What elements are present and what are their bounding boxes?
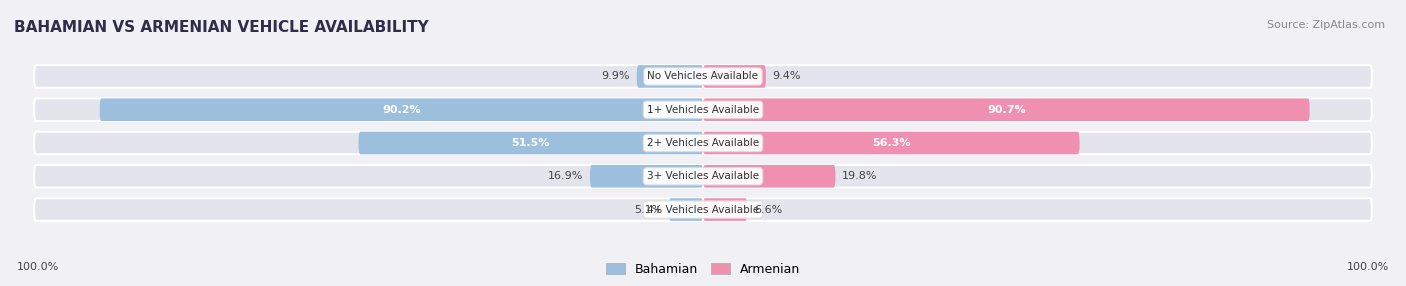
FancyBboxPatch shape	[669, 198, 703, 221]
Legend: Bahamian, Armenian: Bahamian, Armenian	[603, 259, 803, 279]
FancyBboxPatch shape	[359, 132, 703, 154]
Text: 1+ Vehicles Available: 1+ Vehicles Available	[647, 105, 759, 115]
Text: 6.6%: 6.6%	[754, 204, 782, 214]
FancyBboxPatch shape	[591, 165, 703, 188]
FancyBboxPatch shape	[34, 98, 703, 121]
FancyBboxPatch shape	[703, 165, 835, 188]
FancyBboxPatch shape	[703, 98, 1309, 121]
Text: 9.9%: 9.9%	[602, 72, 630, 82]
Text: 100.0%: 100.0%	[1347, 262, 1389, 272]
Text: Source: ZipAtlas.com: Source: ZipAtlas.com	[1267, 20, 1385, 30]
FancyBboxPatch shape	[34, 165, 703, 188]
FancyBboxPatch shape	[34, 132, 703, 154]
FancyBboxPatch shape	[34, 198, 703, 221]
FancyBboxPatch shape	[703, 198, 1372, 221]
Text: 4+ Vehicles Available: 4+ Vehicles Available	[647, 204, 759, 214]
FancyBboxPatch shape	[703, 165, 1372, 188]
Text: 9.4%: 9.4%	[772, 72, 801, 82]
Text: 19.8%: 19.8%	[842, 171, 877, 181]
FancyBboxPatch shape	[703, 198, 747, 221]
Text: No Vehicles Available: No Vehicles Available	[648, 72, 758, 82]
Text: 90.2%: 90.2%	[382, 105, 420, 115]
Text: 5.1%: 5.1%	[634, 204, 662, 214]
Text: 90.7%: 90.7%	[987, 105, 1025, 115]
FancyBboxPatch shape	[703, 132, 1080, 154]
Text: 56.3%: 56.3%	[872, 138, 911, 148]
FancyBboxPatch shape	[703, 98, 1372, 121]
Text: 2+ Vehicles Available: 2+ Vehicles Available	[647, 138, 759, 148]
Text: 3+ Vehicles Available: 3+ Vehicles Available	[647, 171, 759, 181]
FancyBboxPatch shape	[703, 65, 766, 88]
FancyBboxPatch shape	[100, 98, 703, 121]
FancyBboxPatch shape	[637, 65, 703, 88]
Text: 51.5%: 51.5%	[512, 138, 550, 148]
Text: BAHAMIAN VS ARMENIAN VEHICLE AVAILABILITY: BAHAMIAN VS ARMENIAN VEHICLE AVAILABILIT…	[14, 20, 429, 35]
Text: 16.9%: 16.9%	[548, 171, 583, 181]
Text: 100.0%: 100.0%	[17, 262, 59, 272]
FancyBboxPatch shape	[703, 65, 1372, 88]
FancyBboxPatch shape	[34, 65, 703, 88]
FancyBboxPatch shape	[703, 132, 1372, 154]
